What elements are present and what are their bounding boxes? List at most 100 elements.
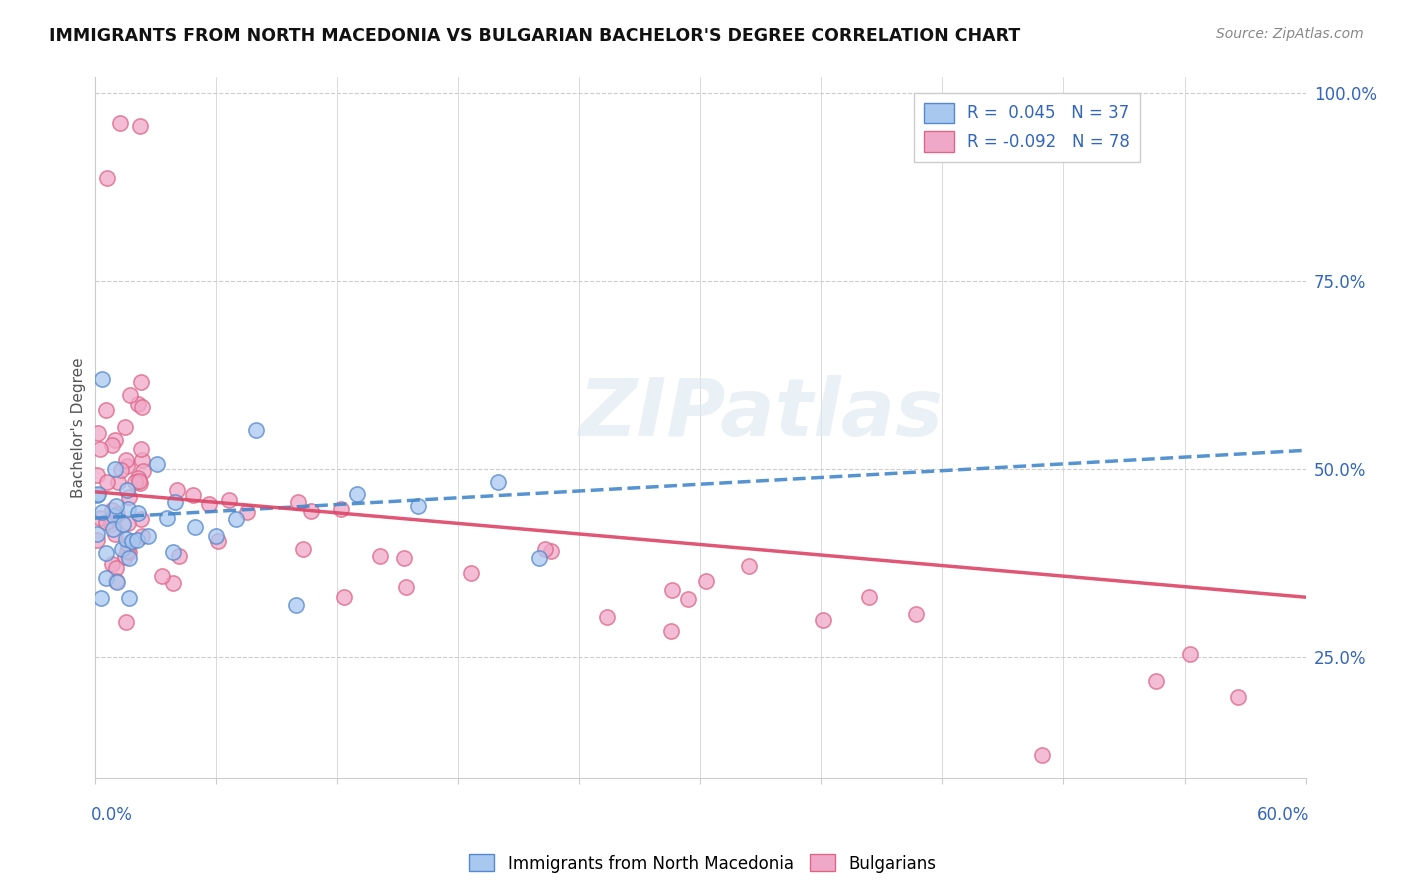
Point — [105, 507, 128, 521]
Point — [110, 463, 132, 477]
Point — [285, 598, 308, 612]
Point — [661, 582, 683, 597]
Text: ZIPatlas: ZIPatlas — [578, 375, 943, 453]
Point — [105, 574, 128, 589]
Text: Source: ZipAtlas.com: Source: ZipAtlas.com — [1216, 27, 1364, 41]
Point — [127, 533, 149, 547]
Point — [105, 574, 128, 589]
Point — [86, 467, 108, 482]
Point — [100, 517, 122, 532]
Point — [1031, 748, 1053, 763]
Point — [540, 544, 562, 558]
Point — [104, 500, 127, 514]
Point — [103, 522, 125, 536]
Point — [114, 549, 136, 564]
Point — [150, 569, 173, 583]
Point — [90, 372, 112, 386]
Point — [145, 457, 167, 471]
Point — [111, 516, 134, 531]
Point — [287, 495, 309, 509]
Point — [118, 388, 141, 402]
Point — [117, 483, 139, 498]
Point — [1178, 647, 1201, 661]
Point — [394, 551, 416, 566]
Point — [527, 550, 550, 565]
Point — [131, 400, 153, 414]
Point — [245, 423, 267, 437]
Point — [858, 590, 880, 604]
Point — [136, 529, 159, 543]
Point — [104, 433, 127, 447]
Point — [96, 171, 118, 186]
Point — [86, 527, 108, 541]
Point — [198, 497, 221, 511]
Point — [131, 512, 153, 526]
Point — [218, 492, 240, 507]
Point — [96, 515, 118, 529]
Point — [118, 550, 141, 565]
Point — [117, 502, 139, 516]
Point — [117, 516, 139, 530]
Text: 60.0%: 60.0% — [1257, 806, 1309, 824]
Point — [118, 545, 141, 559]
Point — [90, 591, 112, 605]
Point — [127, 397, 149, 411]
Point — [121, 534, 143, 549]
Point — [659, 624, 682, 639]
Point — [162, 545, 184, 559]
Point — [695, 574, 717, 588]
Point — [128, 119, 150, 133]
Point — [184, 520, 207, 534]
Point — [368, 549, 391, 564]
Point — [117, 537, 139, 551]
Point — [1227, 690, 1250, 704]
Point — [108, 115, 131, 129]
Point — [128, 474, 150, 488]
Point — [132, 464, 155, 478]
Point — [486, 475, 509, 489]
Point — [96, 475, 118, 489]
Point — [129, 475, 152, 490]
Point — [105, 561, 128, 575]
Point — [1144, 674, 1167, 689]
Point — [332, 590, 354, 604]
Point — [395, 580, 418, 594]
Point — [118, 490, 141, 504]
Point — [104, 462, 127, 476]
Point — [129, 376, 152, 390]
Point — [165, 495, 187, 509]
Point — [346, 487, 368, 501]
Point — [111, 541, 134, 556]
Text: IMMIGRANTS FROM NORTH MACEDONIA VS BULGARIAN BACHELOR'S DEGREE CORRELATION CHART: IMMIGRANTS FROM NORTH MACEDONIA VS BULGA… — [49, 27, 1021, 45]
Point — [533, 542, 555, 557]
Point — [87, 487, 110, 501]
Point — [904, 607, 927, 621]
Point — [738, 559, 761, 574]
Point — [101, 557, 124, 571]
Point — [225, 511, 247, 525]
Point — [100, 438, 122, 452]
Point — [101, 502, 124, 516]
Point — [89, 442, 111, 456]
Legend: Immigrants from North Macedonia, Bulgarians: Immigrants from North Macedonia, Bulgari… — [463, 847, 943, 880]
Point — [94, 403, 117, 417]
Point — [330, 501, 353, 516]
Point — [127, 506, 149, 520]
Point — [676, 592, 699, 607]
Point — [87, 426, 110, 441]
Point — [813, 613, 835, 627]
Point — [129, 442, 152, 456]
Point — [86, 488, 108, 502]
Point — [162, 576, 184, 591]
Point — [204, 529, 226, 543]
Point — [596, 609, 619, 624]
Point — [299, 504, 322, 518]
Point — [103, 508, 125, 523]
Y-axis label: Bachelor's Degree: Bachelor's Degree — [72, 358, 86, 498]
Point — [207, 534, 229, 549]
Point — [86, 533, 108, 548]
Point — [114, 615, 136, 630]
Point — [104, 526, 127, 541]
Point — [91, 505, 114, 519]
Point — [167, 549, 190, 563]
